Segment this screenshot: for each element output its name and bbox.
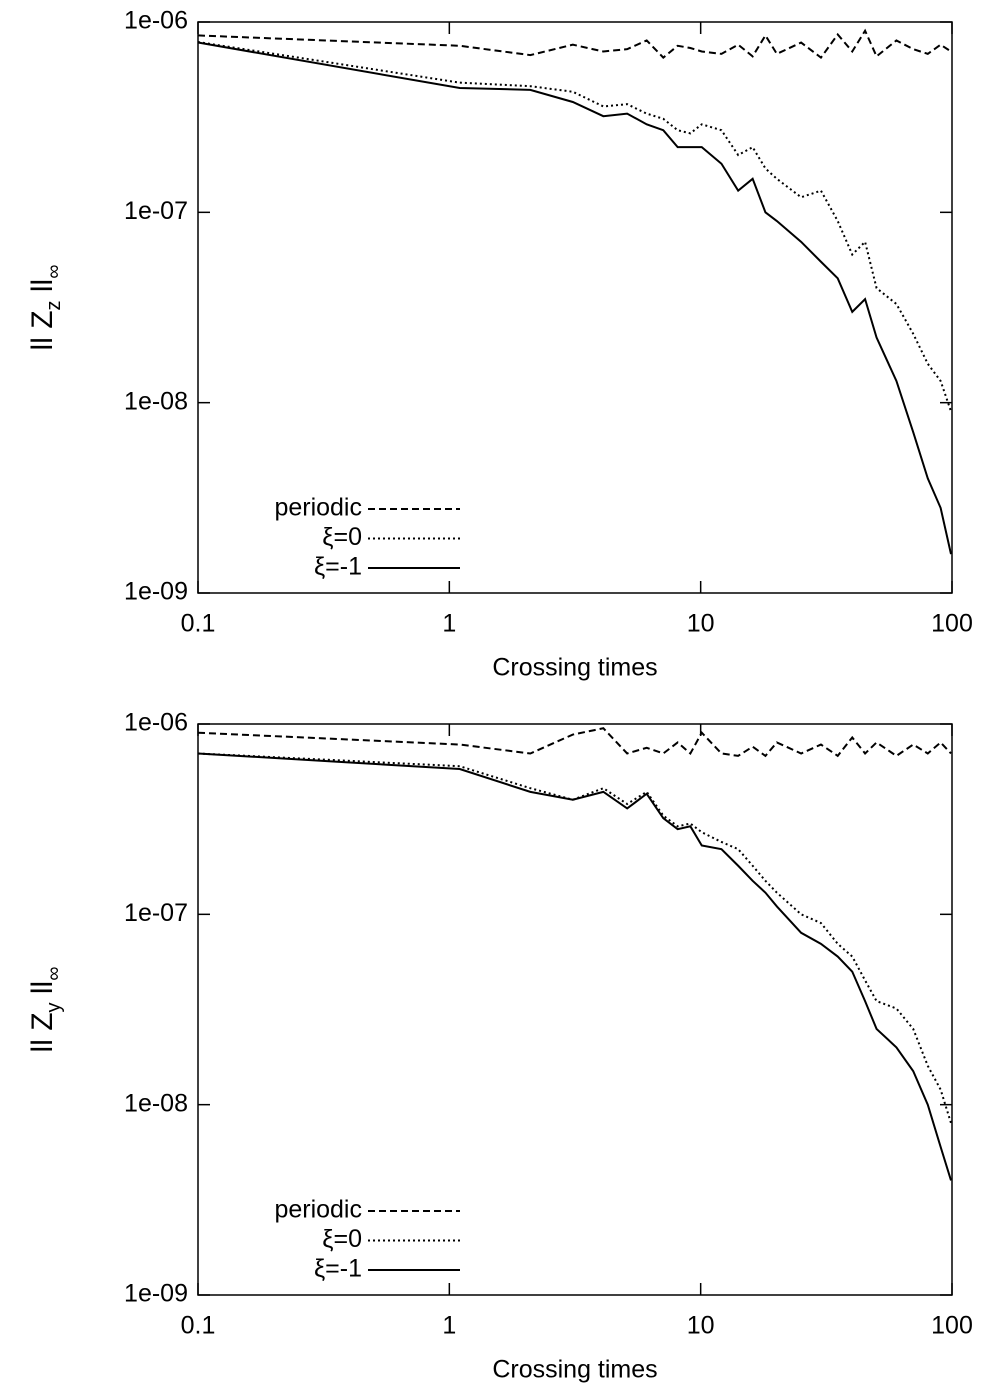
data-line [197, 41, 952, 412]
x-axis-label: Crossing times [492, 1356, 657, 1384]
y-tick-label: 1e-08 [124, 387, 188, 415]
x-tick-label: 10 [687, 1312, 715, 1340]
x-tick-label: 0.1 [181, 610, 216, 638]
y-tick-label: 1e-07 [124, 197, 188, 225]
legend-label: ξ=-1 [314, 1255, 362, 1283]
y-tick-label: 1e-06 [124, 709, 188, 737]
data-line [197, 752, 952, 1124]
y-axis-label-part: ll [26, 981, 59, 1003]
x-axis-label: Crossing times [492, 654, 657, 682]
data-line [197, 41, 952, 555]
y-tick-label: 1e-09 [124, 578, 188, 606]
legend-label: ξ=-1 [314, 553, 362, 581]
legend-label: periodic [274, 494, 362, 522]
x-tick-label: 100 [931, 1312, 973, 1340]
x-tick-label: 100 [931, 610, 973, 638]
y-axis-label-part: ∞ [43, 967, 65, 981]
panel: 1e-09 1e-08 1e-07 1e-06 0.1 1 10 100 Crossing ti… [26, 7, 973, 682]
y-tick-label: 1e-07 [124, 899, 188, 927]
y-axis-label-part: z [43, 300, 65, 310]
legend-label: periodic [274, 1196, 362, 1224]
plot-frame [197, 21, 953, 594]
y-axis-label-part: ∞ [43, 265, 65, 279]
y-axis-label: ll Zy ll∞ [26, 967, 65, 1053]
y-tick-label: 1e-09 [124, 1280, 188, 1308]
y-axis-label-part: y [43, 1002, 65, 1012]
x-tick-label: 1 [442, 1312, 456, 1340]
data-line [197, 752, 952, 1181]
data-line [197, 28, 952, 60]
panel: 1e-09 1e-08 1e-07 1e-06 0.1 1 10 100 Crossing ti… [26, 709, 973, 1384]
x-tick-label: 10 [687, 610, 715, 638]
legend-label: ξ=0 [322, 1225, 362, 1253]
y-axis-label: ll Zz ll∞ [26, 265, 65, 351]
legend-label: ξ=0 [322, 523, 362, 551]
x-tick-label: 0.1 [181, 1312, 216, 1340]
y-tick-label: 1e-06 [124, 7, 188, 35]
y-axis-label-part: ll Z [26, 1012, 59, 1052]
plot-frame [197, 723, 953, 1296]
data-line [197, 727, 952, 758]
x-tick-label: 1 [442, 610, 456, 638]
y-axis-label-part: ll Z [26, 310, 59, 350]
y-axis-label-part: ll [26, 279, 59, 301]
y-tick-label: 1e-08 [124, 1089, 188, 1117]
